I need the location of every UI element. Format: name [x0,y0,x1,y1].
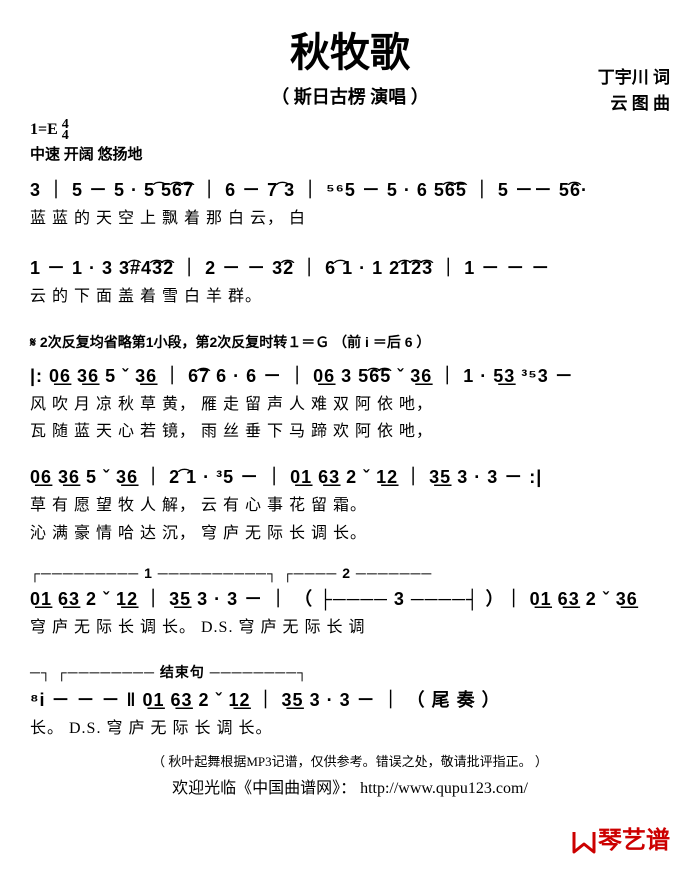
lyrics-row-1: 风 吹 月 凉 秋 草 黄， 雁 走 留 声 人 难 双 阿 依 吔， [30,392,670,418]
key-time-signature: 1=E 44 [30,119,670,141]
site-logo: 琴艺谱 [570,820,670,856]
volta-brackets-2: ─┐ ┌──────── 结束句 ────────┐ [30,662,670,682]
transcription-disclaimer: （ 秋叶起舞根据MP3记谱，仅供参考。错误之处，敬请批评指正。 ） [30,752,670,772]
credits-block: 丁宇川 词 云 图 曲 [598,65,670,116]
lyrics-row: 穹 庐 无 际 长 调 长。 D.S. 穹 庐 无 际 长 调 [30,615,670,641]
repeat-instruction: 𝄋 2次反复均省略第1小段，第2次反复时转１＝Ｇ （前 i ＝后 6 ） [30,332,670,352]
logo-icon [570,828,598,856]
ending-row: ─┐ ┌──────── 结束句 ────────┐ [30,662,670,682]
lyrics-row-1: 草 有 愿 望 牧 人 解， 云 有 心 事 花 留 霜。 [30,493,670,519]
lyrics-row-2: 沁 满 豪 情 哈 达 沉， 穹 庐 无 际 长 调 长。 [30,519,670,543]
lyricist-credit: 丁宇川 词 [598,65,670,91]
lyrics-row-2: 瓦 随 蓝 天 心 若 镜， 雨 丝 垂 下 马 蹄 欢 阿 依 吔， [30,417,670,441]
tempo-marking: 中速 开阔 悠扬地 [30,143,670,164]
music-line-5: 0͟1 6͟3 2 ˇ 1͟2 ｜ 3͟5 3 · 3 － ｜ （ ├──── … [30,585,670,641]
notation-row: 0͟1 6͟3 2 ˇ 1͟2 ｜ 3͟5 3 · 3 － ｜ （ ├──── … [30,585,670,611]
notation-row: ⁸i － － － ‖ 0͟1 6͟3 2 ˇ 1͟2 ｜ 3͟5 3 · 3 －… [30,686,670,712]
performer-subtitle: （ 斯日古楞 演唱 ） [30,83,670,109]
music-line-4: 0͟6 3͟6 5 ˇ 3͟6 ｜ 2͡ 1 · ³5 － ｜ 0͟1 6͟3 … [30,463,670,543]
volta-brackets-1: ┌───────── 1 ──────────┐ ┌──── 2 ─────── [30,565,670,581]
music-line-2: 1 － 1 · 3 3͡#4͡3͡2 ｜ 2 － － 3͡2 ｜ 6͡ 1 · … [30,254,670,310]
lyrics-row: 蓝 蓝 的 天 空 上 飘 着 那 白 云， 白 [30,206,670,232]
sheet-title: 秋牧歌 [30,20,670,78]
notation-row: 0͟6 3͟6 5 ˇ 3͟6 ｜ 2͡ 1 · ³5 － ｜ 0͟1 6͟3 … [30,463,670,489]
logo-text: 琴艺谱 [598,827,670,854]
lyrics-row: 云 的 下 面 盖 着 雪 白 羊 群。 [30,284,670,310]
composer-credit: 云 图 曲 [598,91,670,117]
volta-row: ┌───────── 1 ──────────┐ ┌──── 2 ─────── [30,565,670,581]
website-link[interactable]: 欢迎光临《中国曲谱网》： http://www.qupu123.com/ [30,774,670,798]
notation-row: 1 － 1 · 3 3͡#4͡3͡2 ｜ 2 － － 3͡2 ｜ 6͡ 1 · … [30,254,670,280]
notation-row: 3 ｜ 5 － 5 · 5͡ 5͡6͡7 ｜ 6 － 7͡ 3 ｜ ⁵⁶5 － … [30,176,670,202]
music-line-1: 3 ｜ 5 － 5 · 5͡ 5͡6͡7 ｜ 6 － 7͡ 3 ｜ ⁵⁶5 － … [30,176,670,232]
music-line-6: ⁸i － － － ‖ 0͟1 6͟3 2 ˇ 1͟2 ｜ 3͟5 3 · 3 －… [30,686,670,742]
lyrics-row: 长。 D.S. 穹 庐 无 际 长 调 长。 [30,716,670,742]
notation-row: |: 0͟6 3͟6 5 ˇ 3͟6 ｜ 6͡7 6 · 6 － ｜ 0͟6 3… [30,362,670,388]
music-line-3: |: 0͟6 3͟6 5 ˇ 3͟6 ｜ 6͡7 6 · 6 － ｜ 0͟6 3… [30,362,670,442]
